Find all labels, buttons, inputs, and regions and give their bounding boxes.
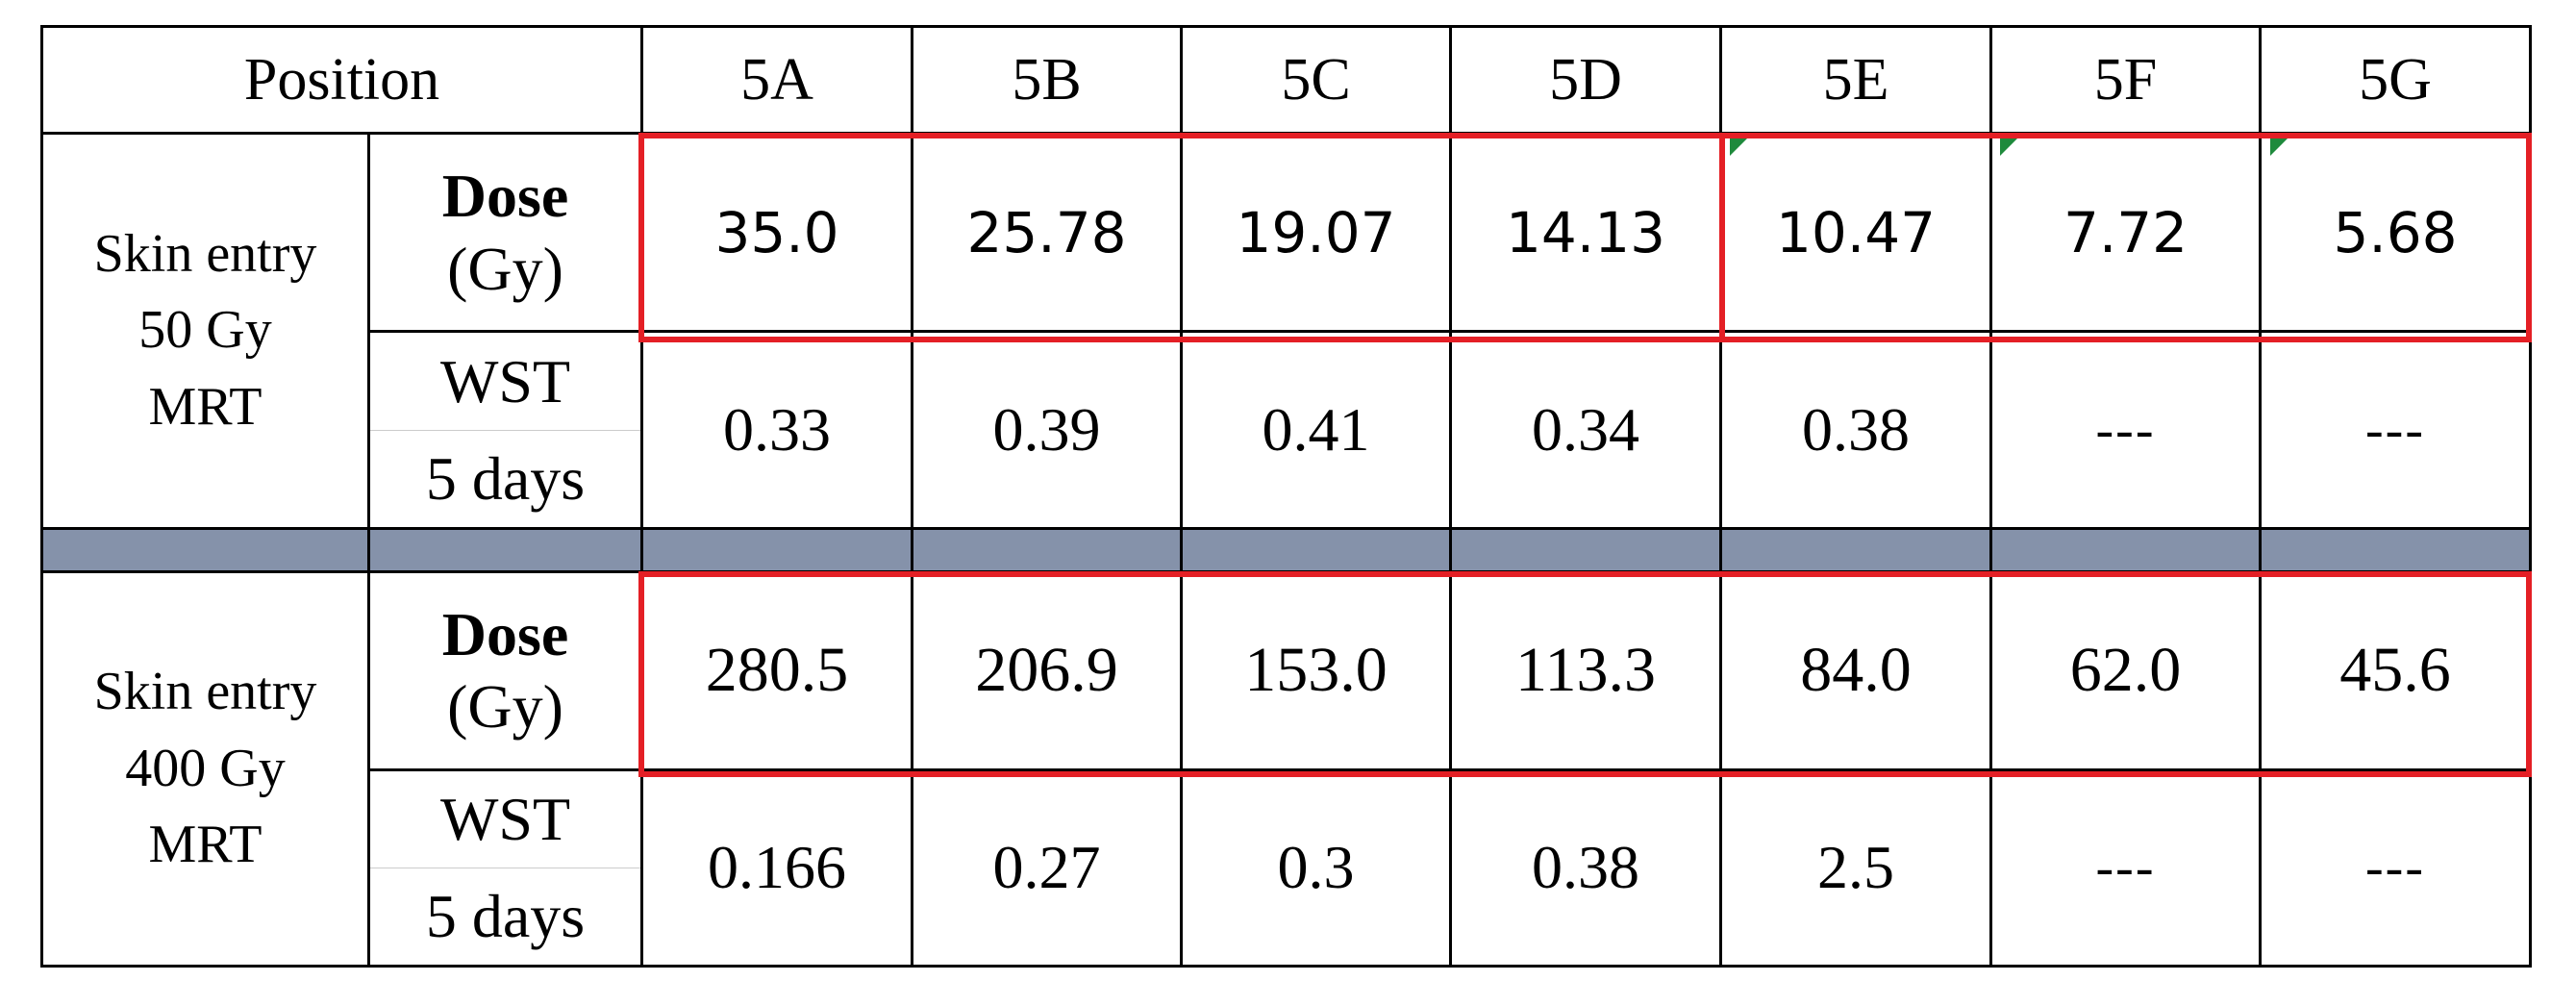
column-header-5g: 5G — [2259, 24, 2533, 136]
wst-duration: 5 days — [366, 867, 644, 968]
table-row: WST 0.33 0.39 0.41 0.34 0.38 --- --- — [42, 330, 2533, 530]
wst-duration: 5 days — [366, 429, 644, 530]
header-row: Position 5A 5B 5C 5D 5E 5F 5G — [39, 24, 2533, 136]
separator-cell — [1719, 526, 1993, 573]
dose-label-unit: (Gy) — [447, 672, 563, 742]
column-header-5d: 5D — [1449, 24, 1723, 136]
group-label-line: MRT — [148, 376, 263, 437]
dose-cell: 19.07 — [1180, 132, 1453, 334]
group-label-line: Skin entry — [93, 223, 317, 284]
separator-cell — [2259, 526, 2533, 573]
position-header: Position — [39, 24, 644, 136]
separator-cell — [911, 526, 1184, 573]
separator-cell — [40, 526, 370, 573]
dose-cell: 35.0 — [640, 132, 914, 334]
dose-cell: 62.0 — [1989, 569, 2263, 771]
separator-cell — [366, 526, 644, 573]
column-header-5a: 5A — [640, 24, 914, 136]
cell-marker-icon — [2000, 138, 2017, 156]
separator-cell — [1989, 526, 2263, 573]
dose-cell: 113.3 — [1449, 569, 1723, 771]
dose-cell: 14.13 — [1449, 132, 1723, 334]
group-label-400gy: Skin entry 400 Gy MRT — [40, 569, 370, 968]
wst-cell: 2.5 — [1719, 767, 1993, 968]
dose-cell: 7.72 — [1989, 132, 2263, 334]
dose-label-title: Dose — [441, 599, 569, 668]
wst-cell: 0.38 — [1719, 330, 1993, 530]
separator-cell — [1180, 526, 1453, 573]
wst-cell: 0.33 — [640, 330, 914, 530]
wst-cell: --- — [2259, 767, 2533, 968]
wst-cell: 0.38 — [1449, 767, 1723, 968]
cell-marker-icon — [1730, 138, 1747, 156]
column-header-5b: 5B — [911, 24, 1184, 136]
wst-cell: 0.3 — [1180, 767, 1453, 968]
dose-cell: 280.5 — [640, 569, 914, 771]
column-header-5f: 5F — [1989, 24, 2263, 136]
wst-cell: 0.27 — [911, 767, 1184, 968]
dose-label: Dose (Gy) — [366, 132, 644, 334]
wst-cell: --- — [2259, 330, 2533, 530]
dose-cell: 5.68 — [2259, 132, 2533, 334]
separator-row — [40, 526, 2533, 573]
dose-label: Dose (Gy) — [366, 569, 644, 771]
wst-cell: --- — [1989, 330, 2263, 530]
wst-label: WST — [366, 330, 644, 431]
wst-cell: --- — [1989, 767, 2263, 968]
table-row: 5 days — [42, 867, 2531, 968]
group-label-line: MRT — [148, 815, 263, 875]
dose-cell: 84.0 — [1719, 569, 1993, 771]
group-label-line: Skin entry — [93, 662, 317, 721]
separator-cell — [1449, 526, 1723, 573]
separator-cell — [640, 526, 914, 573]
dose-cell: 45.6 — [2259, 569, 2533, 771]
dose-label-unit: (Gy) — [447, 234, 563, 303]
column-header-5e: 5E — [1719, 24, 1993, 136]
dose-cell: 10.47 — [1719, 132, 1993, 334]
group-label-line: 400 Gy — [125, 738, 286, 798]
group-label-50gy: Skin entry 50 Gy MRT — [40, 132, 370, 530]
dose-cell: 153.0 — [1180, 569, 1453, 771]
dose-cell: 25.78 — [911, 132, 1184, 334]
group-label-line: 50 Gy — [138, 300, 272, 361]
dose-table: Position 5A 5B 5C 5D 5E 5F 5G Skin entry… — [39, 24, 2533, 968]
table-row: Skin entry 400 Gy MRT Dose (Gy) 280.5 20… — [40, 569, 2533, 968]
dose-cell: 206.9 — [911, 569, 1184, 771]
wst-cell: 0.39 — [911, 330, 1184, 530]
wst-cell: 0.34 — [1449, 330, 1723, 530]
table-row: WST 0.166 0.27 0.3 0.38 2.5 --- --- — [42, 767, 2533, 968]
wst-cell: 0.41 — [1180, 330, 1453, 530]
column-header-5c: 5C — [1180, 24, 1453, 136]
cell-marker-icon — [2270, 138, 2288, 156]
wst-label: WST — [366, 767, 644, 868]
dose-label-title: Dose — [441, 162, 569, 231]
table-row: Skin entry 50 Gy MRT Dose (Gy) 35.0 25.7… — [40, 132, 2533, 530]
wst-cell: 0.166 — [640, 767, 914, 968]
table-row: 5 days — [42, 429, 2531, 530]
